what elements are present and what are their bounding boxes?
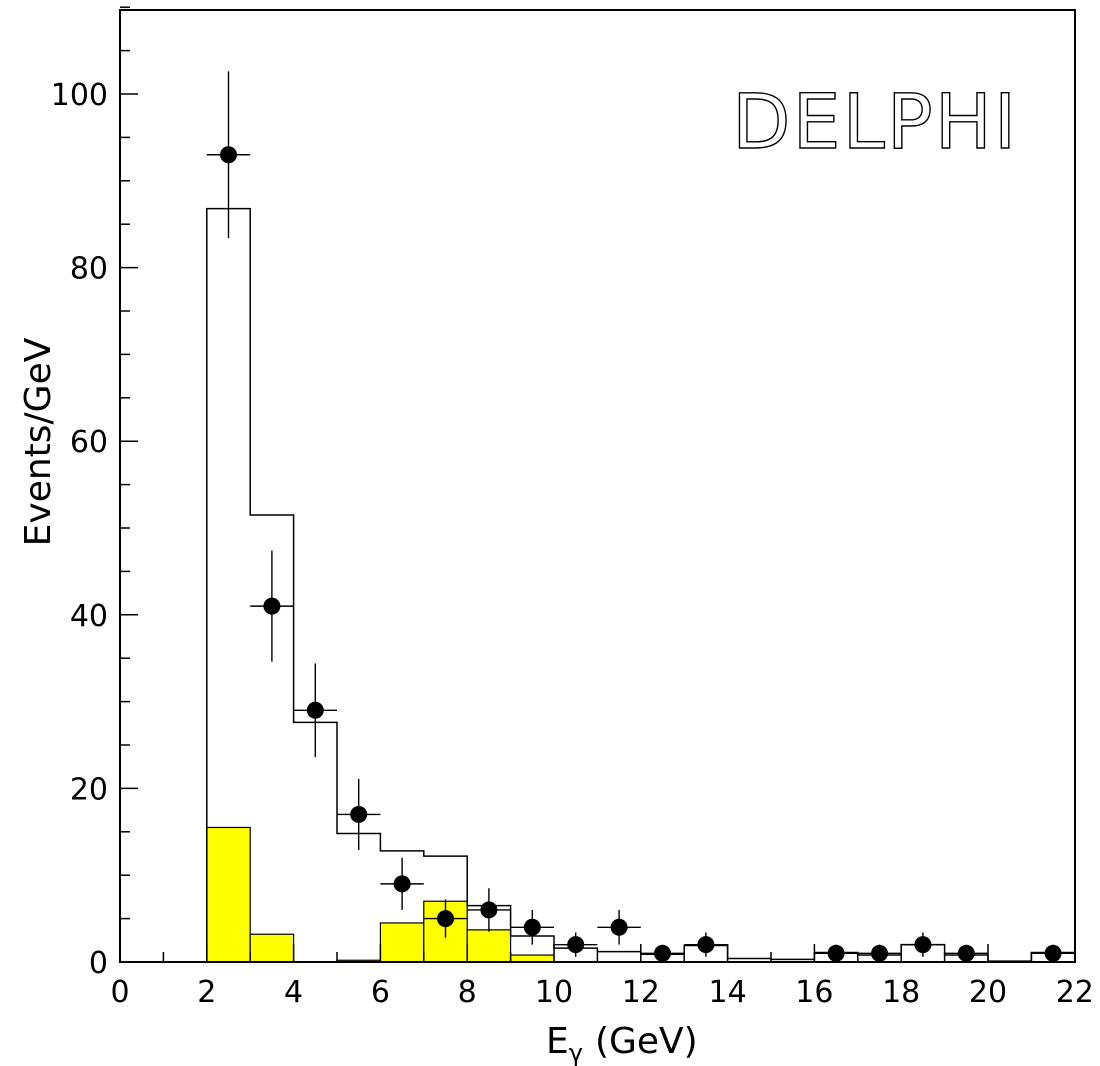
x-tick-label: 10 (535, 975, 573, 1010)
y-tick-label: 40 (70, 599, 108, 634)
x-tick-label: 16 (795, 975, 833, 1010)
data-marker (523, 918, 541, 936)
x-tick-label: 14 (709, 975, 747, 1010)
data-points (206, 71, 1075, 962)
x-tick-label: 8 (458, 975, 477, 1010)
axes: 0 2 4 6 8 10 12 14 16 18 20 22 0 20 40 60 80 100 (51, 6, 1094, 1010)
chart-title: DELPHI (732, 77, 1018, 166)
data-point (597, 909, 641, 945)
yellow-bar (466, 929, 512, 963)
data-marker (220, 146, 237, 164)
y-tick-label: 0 (89, 946, 108, 981)
data-marker (871, 944, 888, 962)
data-marker (610, 918, 628, 936)
yellow-bar (249, 933, 295, 963)
data-marker (350, 805, 368, 823)
data-marker (393, 875, 411, 893)
data-marker (480, 901, 498, 919)
yellow-bar (206, 826, 251, 963)
data-point (1031, 944, 1075, 962)
x-axis-label: Eγ (GeV) (546, 1021, 698, 1066)
data-point (901, 932, 945, 957)
x-tick-label: 18 (882, 975, 920, 1010)
y-tick-label: 60 (70, 425, 108, 460)
data-point (944, 944, 988, 962)
data-point (510, 909, 554, 945)
data-marker (437, 910, 454, 928)
y-tick-label: 80 (70, 252, 108, 287)
data-marker (697, 936, 715, 954)
data-point (640, 944, 685, 962)
simulation-histogram (206, 207, 1076, 962)
y-tick-label: 100 (51, 78, 108, 113)
y-tick-label: 20 (70, 772, 108, 807)
data-marker (306, 701, 324, 719)
x-tick-label: 2 (197, 975, 216, 1010)
data-point (554, 932, 598, 957)
x-tick-label: 22 (1056, 975, 1094, 1010)
data-marker (957, 944, 975, 962)
data-marker (567, 936, 585, 954)
data-marker (827, 944, 845, 962)
data-marker (654, 944, 671, 962)
data-point (250, 550, 294, 662)
data-point (814, 944, 858, 962)
data-point (423, 899, 468, 938)
data-point (380, 857, 424, 910)
y-axis-label: Events/GeV (18, 337, 59, 546)
x-tick-label: 0 (110, 975, 129, 1010)
yellow-bar (510, 954, 555, 963)
x-tick-label: 20 (969, 975, 1007, 1010)
x-tick-label: 12 (622, 975, 660, 1010)
x-tick-label: 6 (371, 975, 390, 1010)
data-point (293, 663, 337, 758)
data-marker (1044, 944, 1062, 962)
histogram-line (206, 207, 1076, 962)
data-marker (914, 936, 932, 954)
yellow-bar (379, 922, 425, 963)
data-point (857, 944, 902, 962)
data-point (206, 71, 251, 239)
x-tick-label: 4 (284, 975, 303, 1010)
data-point (467, 888, 511, 932)
data-point (337, 778, 381, 851)
data-marker (263, 597, 281, 615)
data-point (684, 932, 728, 957)
